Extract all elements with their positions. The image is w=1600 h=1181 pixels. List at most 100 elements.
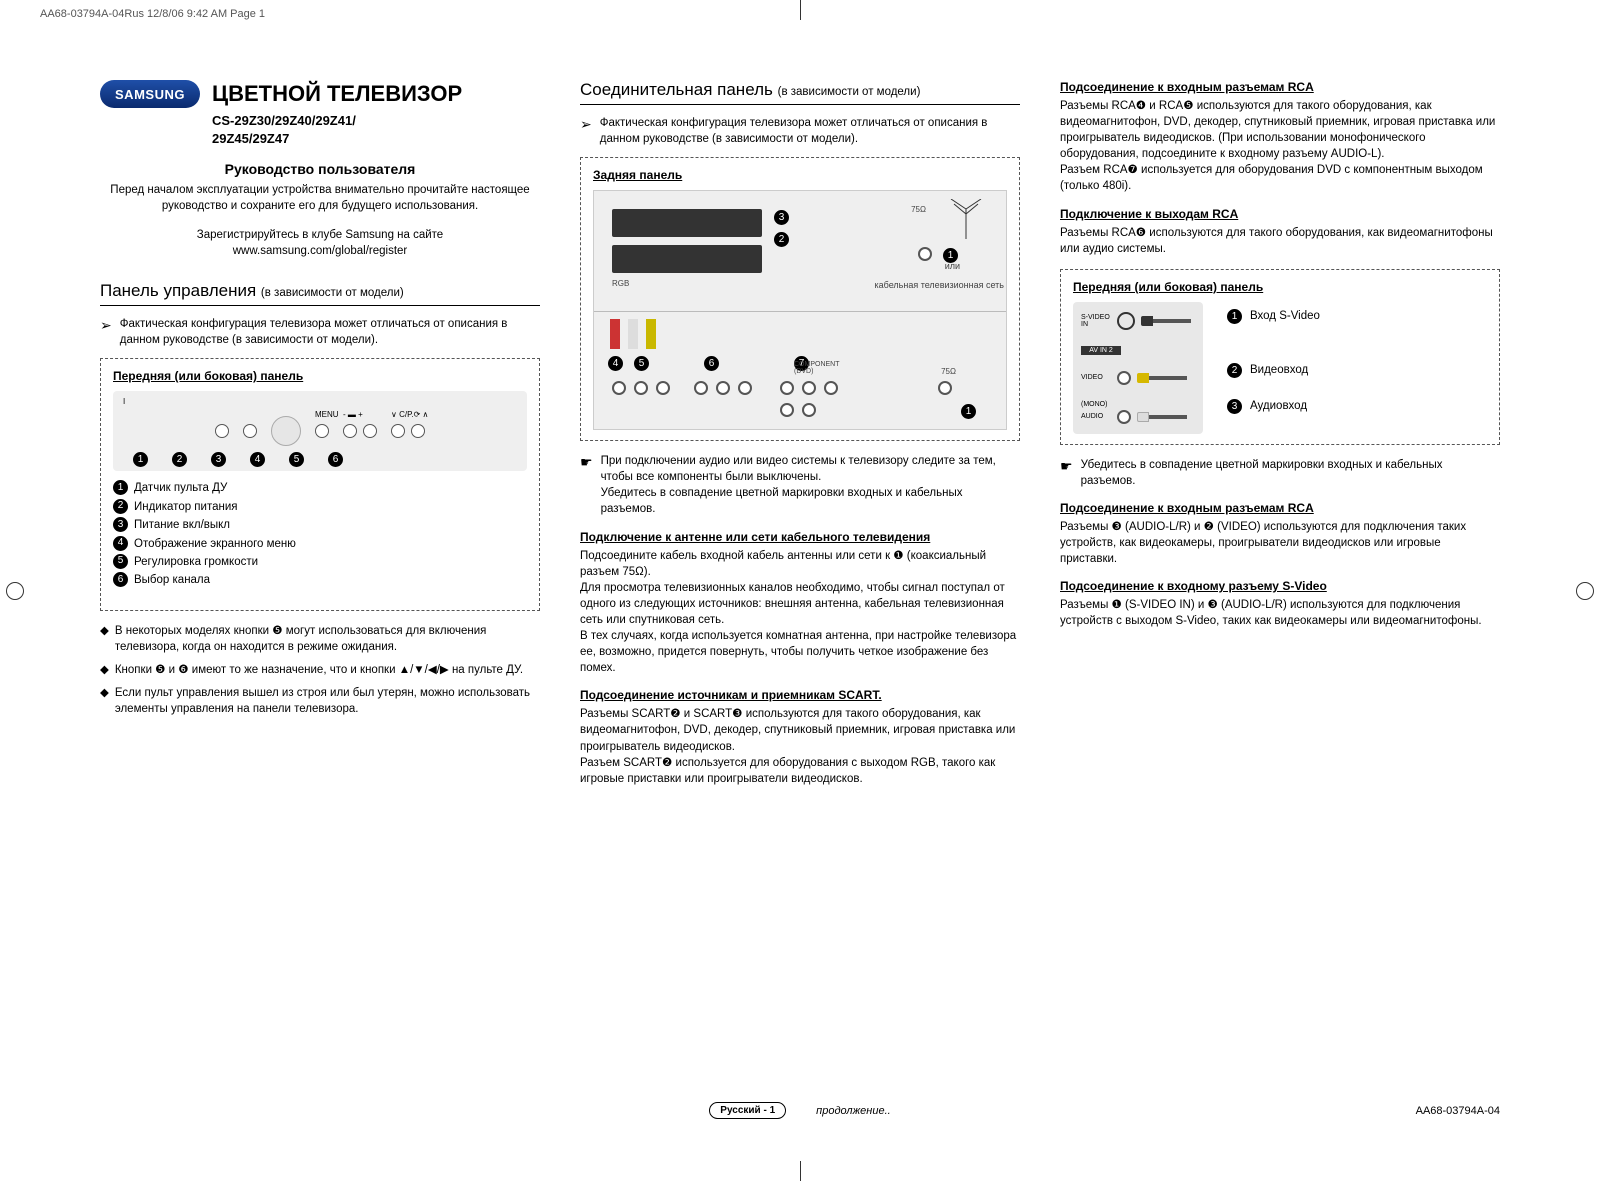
svideo-plug [1141,316,1191,326]
lang-page-pill: Русский - 1 [709,1102,786,1119]
video-port-label: VIDEO [1081,374,1111,381]
bullet-3: Если пульт управления вышел из строя или… [115,685,540,718]
crop-mark-top [800,0,801,20]
io-label-2: Видеовход [1250,364,1308,376]
rca-out-heading: Подключение к выходам RCA [1060,207,1500,221]
front-panel-box: Передняя (или боковая) панель I MENU - ▬… [100,358,540,610]
bullet-icon: ◆ [100,623,109,656]
io-label-column: 1Вход S-Video 2Видеовход 3Аудиовход [1227,302,1320,414]
item-3: Питание вкл/выкл [134,516,230,534]
item-1: Датчик пульта ДУ [134,479,227,497]
diagram-num-5: 5 [289,452,304,467]
caution-text: При подключении аудио или видео системы … [601,453,1020,517]
register-text: Зарегистрируйтесь в клубе Samsung на сай… [100,228,540,259]
ctrl-5b [363,424,377,438]
ohm-label-1: 75Ω [911,205,926,214]
hand-icon: ☛ [1060,457,1073,489]
rca-port [824,381,838,395]
diagram-num-4: 4 [250,452,265,467]
item-badge-5: 5 [113,554,128,569]
rear-badge-1b: 1 [961,404,976,419]
control-panel-note-text: Фактическая конфигурация телевизора може… [120,316,540,348]
model-numbers: CS-29Z30/29Z40/29Z41/ 29Z45/29Z47 [212,112,540,147]
front-io-title: Передняя (или боковая) панель [1073,280,1487,294]
page-content: SAMSUNG ЦВЕТНОЙ ТЕЛЕВИЗОР CS-29Z30/29Z40… [100,80,1500,1121]
control-panel-note: ➢ Фактическая конфигурация телевизора мо… [100,316,540,348]
doc-code: AA68-03794A-04 [1033,1105,1500,1117]
rear-panel-diagram: 3 2 RGB 75Ω 1 или кабельная телевизионна… [593,190,1007,430]
crop-mark-left [6,582,24,600]
column-2: Соединительная панель (в зависимости от … [580,80,1020,1121]
match-note-text: Убедитесь в совпадение цветной маркировк… [1081,457,1500,489]
power-label: I [123,397,125,406]
rca-in-text: Разъемы RCA❹ и RCA❺ используются для так… [1060,98,1500,195]
item-6: Выбор канала [134,571,210,589]
scart-text: Разъемы SCART❷ и SCART❸ используются для… [580,706,1020,786]
item-badge-2: 2 [113,499,128,514]
diagram-num-3: 3 [211,452,226,467]
front-panel-diagram: I MENU - ▬ + ∨ C/P.⟳ ∧ [113,391,527,471]
control-bullets: ◆В некоторых моделях кнопки ❺ могут испо… [100,623,540,718]
ohm-label-2: 75Ω [941,367,956,376]
item-badge-3: 3 [113,517,128,532]
page-footer: Русский - 1 продолжение.. AA68-03794A-04 [100,1102,1500,1119]
item-2: Индикатор питания [134,498,238,516]
antenna-icon [946,199,986,239]
io-badge-1: 1 [1227,309,1242,324]
ctrl-4 [315,424,329,438]
diagram-num-1: 1 [133,452,148,467]
io-label-3: Аудиовход [1250,400,1307,412]
item-badge-6: 6 [113,572,128,587]
audio-plug [1137,412,1187,422]
control-panel-subtitle: (в зависимости от модели) [261,287,404,299]
rear-badge-6: 6 [704,356,719,371]
rca-port [716,381,730,395]
scart-heading: Подсоединение источникам и приемникам SC… [580,688,1020,702]
connection-panel-title: Соединительная панель (в зависимости от … [580,80,1020,105]
antenna-text: Подсоедините кабель входной кабель антен… [580,548,1020,677]
coax-port-2 [938,381,952,395]
front-io-box: Передняя (или боковая) панель S-VIDEO IN… [1060,269,1500,445]
rca-port [656,381,670,395]
rca-port [612,381,626,395]
item-badge-1: 1 [113,480,128,495]
ctrl-2 [243,424,257,438]
rear-badge-4: 4 [608,356,623,371]
front-io-diagram: S-VIDEO IN AV IN 2 VIDEO (MONO) AUDIO [1073,302,1203,434]
note-arrow-icon: ➢ [580,115,592,147]
ctrl-3 [271,416,301,446]
ctrl-1 [215,424,229,438]
io-badge-2: 2 [1227,363,1242,378]
rca-in2-heading: Подсоединение к входным разъемам RCA [1060,501,1500,515]
ctrl-5a [343,424,357,438]
rear-panel-box: Задняя панель 3 2 RGB 75Ω 1 или кабельна… [580,157,1020,441]
ctrl-6b [411,424,425,438]
diagram-num-2: 2 [172,452,187,467]
antenna-heading: Подключение к антенне или сети кабельног… [580,530,1020,544]
rca-port [694,381,708,395]
connection-subtitle: (в зависимости от модели) [778,86,921,98]
item-5: Регулировка громкости [134,553,258,571]
rca-port [780,403,794,417]
video-port [1117,371,1131,385]
note-arrow-icon: ➢ [100,316,112,348]
audio-port [1117,410,1131,424]
svideo-text: Разъемы ❶ (S-VIDEO IN) и ❸ (AUDIO-L/R) и… [1060,597,1500,629]
connection-note: ➢ Фактическая конфигурация телевизора мо… [580,115,1020,147]
rca-in2-text: Разъемы ❸ (AUDIO-L/R) и ❷ (VIDEO) исполь… [1060,519,1500,567]
column-1: SAMSUNG ЦВЕТНОЙ ТЕЛЕВИЗОР CS-29Z30/29Z40… [100,80,540,1121]
rear-badge-2: 2 [774,232,789,247]
manual-intro: Перед началом эксплуатации устройства вн… [100,183,540,214]
continue-text: продолжение.. [816,1105,891,1117]
samsung-logo: SAMSUNG [100,80,200,108]
menu-label: MENU [315,410,339,419]
control-items-list: 1 Датчик пульта ДУ 2 Индикатор питания 3 Пи… [113,479,527,589]
manual-heading: Руководство пользователя [100,161,540,177]
print-header: AA68-03794A-04Rus 12/8/06 9:42 AM Page 1 [40,8,265,20]
rear-badge-3: 3 [774,210,789,225]
svideo-port-label: S-VIDEO IN [1081,314,1111,328]
video-plug [1137,373,1187,383]
or-label: или [945,261,960,271]
crop-mark-bottom [800,1161,801,1181]
rca-out-text: Разъемы RCA❻ используются для такого обо… [1060,225,1500,257]
